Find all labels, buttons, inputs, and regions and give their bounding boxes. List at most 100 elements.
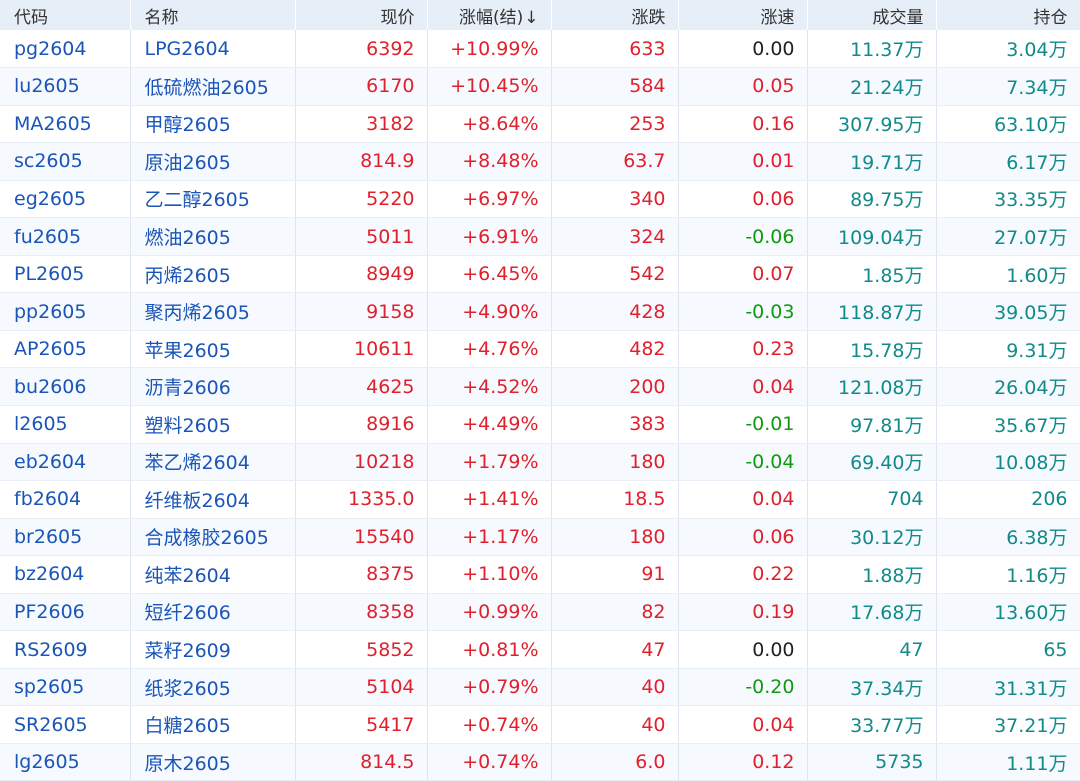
cell-price: 10611: [295, 330, 428, 369]
cell-volume: 704: [807, 480, 937, 519]
table-row[interactable]: eg2605 乙二醇2605 5220 +6.97% 340 0.06 89.75万 33.3…: [0, 180, 1080, 219]
table-row[interactable]: PL2605 丙烯2605 8949 +6.45% 542 0.07 1.85万 1.60万: [0, 255, 1080, 294]
column-header-volume[interactable]: 成交量: [807, 0, 937, 30]
cell-change: 253: [551, 105, 679, 144]
cell-change-pct: +8.64%: [427, 105, 552, 144]
table-row[interactable]: pp2605 聚丙烯2605 9158 +4.90% 428 -0.03 118.87万 39…: [0, 292, 1080, 331]
cell-name: 原油2605: [130, 142, 296, 181]
cell-name: 纤维板2604: [130, 480, 296, 519]
cell-change: 542: [551, 255, 679, 294]
cell-change-pct: +4.90%: [427, 292, 552, 331]
table-row[interactable]: bz2604 纯苯2604 8375 +1.10% 91 0.22 1.88万 1.16万: [0, 555, 1080, 594]
cell-open-interest: 3.04万: [936, 30, 1080, 69]
cell-change-pct: +1.41%: [427, 480, 552, 519]
table-row[interactable]: bu2606 沥青2606 4625 +4.52% 200 0.04 121.08万 26.0…: [0, 367, 1080, 406]
cell-name: LPG2604: [130, 30, 296, 69]
column-header-speed-label: 涨速: [760, 7, 795, 28]
table-row[interactable]: br2605 合成橡胶2605 15540 +1.17% 180 0.06 30.12万 6.…: [0, 518, 1080, 557]
cell-name: 纯苯2604: [130, 555, 296, 594]
cell-open-interest: 206: [936, 480, 1080, 519]
cell-price: 6170: [295, 67, 428, 106]
cell-speed: 0.19: [678, 593, 808, 632]
cell-name: 短纤2606: [130, 593, 296, 632]
table-row[interactable]: fb2604 纤维板2604 1335.0 +1.41% 18.5 0.04 704 206: [0, 480, 1080, 519]
cell-change-pct: +6.97%: [427, 180, 552, 219]
cell-change: 82: [551, 593, 679, 632]
table-row[interactable]: sp2605 纸浆2605 5104 +0.79% 40 -0.20 37.34万 31.31…: [0, 668, 1080, 707]
cell-price: 3182: [295, 105, 428, 144]
column-header-change-pct-label: 涨幅(结): [458, 7, 524, 28]
table-row[interactable]: lg2605 原木2605 814.5 +0.74% 6.0 0.12 5735 1.11万: [0, 743, 1080, 781]
table-row[interactable]: fu2605 燃油2605 5011 +6.91% 324 -0.06 109.04万 27.…: [0, 217, 1080, 256]
table-row[interactable]: lu2605 低硫燃油2605 6170 +10.45% 584 0.05 21.24万 7.…: [0, 67, 1080, 106]
table-row[interactable]: AP2605 苹果2605 10611 +4.76% 482 0.23 15.78万 9.31…: [0, 330, 1080, 369]
cell-name: 丙烯2605: [130, 255, 296, 294]
cell-price: 5417: [295, 705, 428, 744]
cell-volume: 1.88万: [807, 555, 937, 594]
cell-open-interest: 37.21万: [936, 705, 1080, 744]
cell-speed: -0.01: [678, 405, 808, 444]
cell-speed: 0.16: [678, 105, 808, 144]
cell-change: 40: [551, 668, 679, 707]
cell-volume: 19.71万: [807, 142, 937, 181]
cell-name: 菜籽2609: [130, 630, 296, 669]
column-header-name[interactable]: 名称: [130, 0, 296, 30]
table-row[interactable]: pg2604 LPG2604 6392 +10.99% 633 0.00 11.37万 3.0…: [0, 30, 1080, 69]
cell-price: 814.5: [295, 743, 428, 781]
cell-price: 5104: [295, 668, 428, 707]
column-header-price[interactable]: 现价: [295, 0, 428, 30]
cell-change-pct: +6.91%: [427, 217, 552, 256]
cell-name: 沥青2606: [130, 367, 296, 406]
cell-speed: 0.05: [678, 67, 808, 106]
table-row[interactable]: SR2605 白糖2605 5417 +0.74% 40 0.04 33.77万 37.21万: [0, 705, 1080, 744]
cell-change-pct: +4.49%: [427, 405, 552, 444]
table-row[interactable]: sc2605 原油2605 814.9 +8.48% 63.7 0.01 19.71万 6.1…: [0, 142, 1080, 181]
cell-code: sc2605: [0, 142, 131, 181]
cell-open-interest: 6.38万: [936, 518, 1080, 557]
cell-speed: 0.01: [678, 142, 808, 181]
cell-volume: 47: [807, 630, 937, 669]
cell-code: fb2604: [0, 480, 131, 519]
cell-change: 18.5: [551, 480, 679, 519]
cell-price: 8949: [295, 255, 428, 294]
table-row[interactable]: PF2606 短纤2606 8358 +0.99% 82 0.19 17.68万 13.60万: [0, 593, 1080, 632]
cell-open-interest: 33.35万: [936, 180, 1080, 219]
cell-speed: 0.22: [678, 555, 808, 594]
cell-code: AP2605: [0, 330, 131, 369]
cell-code: br2605: [0, 518, 131, 557]
column-header-open-interest[interactable]: 持仓: [936, 0, 1080, 30]
cell-change: 6.0: [551, 743, 679, 781]
cell-speed: 0.04: [678, 705, 808, 744]
cell-code: lg2605: [0, 743, 131, 781]
cell-open-interest: 13.60万: [936, 593, 1080, 632]
cell-volume: 33.77万: [807, 705, 937, 744]
cell-price: 5852: [295, 630, 428, 669]
cell-change-pct: +8.48%: [427, 142, 552, 181]
cell-price: 5011: [295, 217, 428, 256]
cell-volume: 21.24万: [807, 67, 937, 106]
cell-change-pct: +1.79%: [427, 443, 552, 482]
column-header-code[interactable]: 代码: [0, 0, 131, 30]
table-row[interactable]: eb2604 苯乙烯2604 10218 +1.79% 180 -0.04 69.40万 10…: [0, 443, 1080, 482]
cell-volume: 121.08万: [807, 367, 937, 406]
cell-code: RS2609: [0, 630, 131, 669]
cell-volume: 11.37万: [807, 30, 937, 69]
table-row[interactable]: l2605 塑料2605 8916 +4.49% 383 -0.01 97.81万 35.67…: [0, 405, 1080, 444]
cell-speed: 0.06: [678, 518, 808, 557]
cell-change: 482: [551, 330, 679, 369]
cell-change: 91: [551, 555, 679, 594]
table-row[interactable]: RS2609 菜籽2609 5852 +0.81% 47 0.00 47 65: [0, 630, 1080, 669]
column-header-open-interest-label: 持仓: [1033, 7, 1068, 28]
column-header-speed[interactable]: 涨速: [678, 0, 808, 30]
cell-change: 428: [551, 292, 679, 331]
cell-speed: 0.23: [678, 330, 808, 369]
cell-open-interest: 31.31万: [936, 668, 1080, 707]
column-header-change-pct[interactable]: 涨幅(结)↓: [427, 0, 552, 30]
column-header-change[interactable]: 涨跌: [551, 0, 679, 30]
cell-price: 8375: [295, 555, 428, 594]
column-header-name-label: 名称: [144, 7, 179, 28]
cell-speed: 0.06: [678, 180, 808, 219]
table-row[interactable]: MA2605 甲醇2605 3182 +8.64% 253 0.16 307.95万 63.1…: [0, 105, 1080, 144]
cell-open-interest: 1.11万: [936, 743, 1080, 781]
